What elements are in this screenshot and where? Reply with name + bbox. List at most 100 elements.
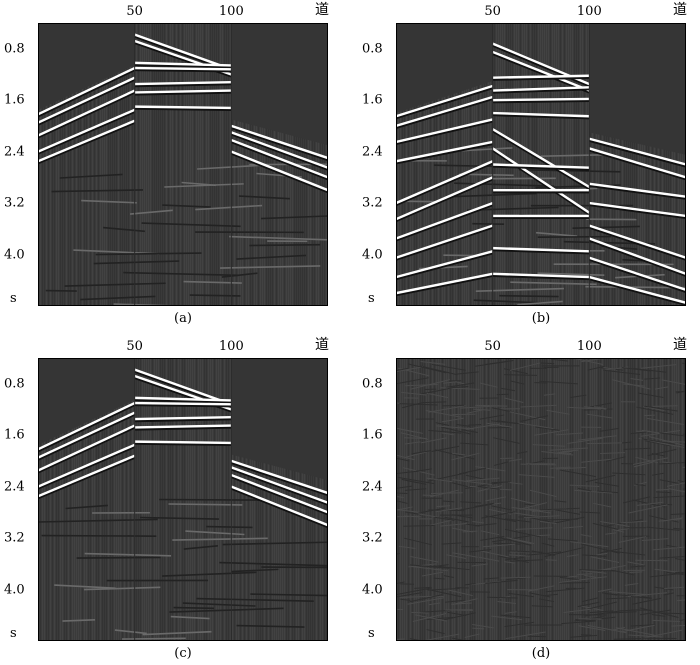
y-tick-label: 4.0	[362, 582, 383, 598]
x-tick-label: 100	[218, 339, 244, 354]
y-tick-label: 1.6	[362, 427, 383, 443]
pre-arrival-zone	[396, 23, 493, 114]
reflection-event	[230, 138, 328, 179]
x-tick-label: 50	[126, 339, 143, 354]
x-tick-label: 100	[576, 339, 602, 354]
reflection-event	[589, 137, 686, 166]
reflection-event	[38, 119, 136, 163]
seismic-plot	[396, 23, 686, 306]
reflection-event	[38, 89, 136, 137]
x-tick-label: 100	[576, 4, 602, 19]
reflection-event	[38, 454, 136, 498]
panel-caption: (c)	[174, 646, 192, 661]
pre-arrival-zone	[38, 23, 135, 110]
reflection-event	[589, 275, 686, 304]
seismic-gather-svg	[38, 23, 328, 306]
pre-arrival-zone	[38, 358, 135, 445]
reflection-event	[134, 80, 232, 86]
reflection-trough	[230, 141, 328, 181]
pre-arrival-zone	[231, 23, 328, 146]
reflection-event	[38, 401, 136, 451]
reflection-event	[38, 411, 136, 459]
y-tick-label: 4.0	[4, 247, 25, 263]
y-tick-label: 4.0	[362, 247, 383, 263]
y-tick-label: 0.8	[362, 41, 383, 57]
reflection-trough	[396, 86, 493, 120]
reflection-trough	[230, 476, 328, 516]
y-tick-label: 1.6	[4, 92, 25, 108]
reflection-event	[492, 74, 590, 79]
reflection-trough	[396, 178, 494, 223]
seismic-plot	[38, 358, 328, 641]
reflection-trough	[134, 107, 232, 111]
reflection-trough	[38, 69, 136, 118]
reflection-event	[134, 368, 232, 406]
reflection-trough	[134, 63, 232, 69]
seismic-plot	[396, 358, 686, 641]
x-axis-unit: 道	[315, 337, 329, 353]
reflection-event	[589, 201, 686, 218]
reflection-trough	[396, 142, 493, 165]
reflection-event	[134, 440, 232, 445]
y-tick-label: 3.2	[4, 530, 25, 546]
plot-frame	[38, 358, 328, 641]
reflection-event	[230, 150, 328, 192]
reflection-trough	[492, 113, 590, 120]
reflection-event	[230, 459, 328, 495]
weak-reflections	[45, 163, 328, 306]
reflection-trough	[134, 418, 232, 423]
reflection-event	[38, 443, 136, 488]
x-tick-label: 50	[484, 4, 501, 19]
y-tick-label: 0.8	[362, 376, 383, 392]
reflection-trough	[230, 126, 328, 162]
reflection-trough	[230, 133, 328, 171]
x-axis-unit: 道	[315, 2, 329, 18]
reflection-event	[230, 124, 328, 160]
reflection-event	[588, 147, 686, 179]
reflection-trough	[38, 121, 136, 165]
reflection-event	[396, 201, 494, 240]
reflection-trough	[492, 130, 590, 190]
reflection-event	[134, 66, 232, 71]
reflection-trough	[230, 468, 328, 506]
pre-arrival-zone	[231, 358, 328, 481]
reflection-trough	[396, 226, 494, 261]
reflection-event	[38, 76, 136, 124]
reflection-trough	[38, 110, 136, 155]
reflection-trough	[492, 274, 590, 281]
reflection-event	[38, 108, 136, 153]
reflection-event	[589, 182, 686, 198]
seismic-gather-svg	[396, 23, 686, 306]
reflection-trough	[589, 149, 686, 181]
reflection-trough	[492, 165, 590, 171]
reflection-event	[492, 163, 590, 169]
reflection-trough	[589, 184, 686, 200]
reflection-trough	[230, 487, 328, 529]
reflection-event	[492, 111, 590, 118]
reflection-trough	[589, 204, 686, 220]
reflection-event	[588, 256, 686, 292]
reflection-event	[396, 84, 494, 118]
reflection-event	[38, 424, 136, 472]
reflection-trough	[134, 398, 232, 404]
reflection-trough	[38, 426, 136, 474]
x-axis-unit: 道	[673, 2, 687, 18]
y-tick-label: 3.2	[362, 195, 383, 211]
reflection-trough	[492, 76, 590, 81]
reflection-trough	[588, 239, 686, 277]
reflection-event	[396, 118, 493, 144]
seismic-gather-svg	[396, 358, 686, 641]
reflection-trough	[492, 52, 590, 94]
reflection-event	[396, 95, 494, 128]
reflection-event	[134, 89, 232, 94]
x-tick-label: 100	[218, 4, 244, 19]
reflection-trough	[396, 162, 494, 207]
reflection-event	[396, 176, 494, 221]
reflection-event	[230, 466, 328, 504]
reflection-event	[396, 224, 494, 259]
y-axis-unit: s	[368, 291, 375, 306]
y-tick-label: 4.0	[4, 582, 25, 598]
reflection-trough	[38, 413, 136, 461]
reflection-event	[134, 105, 232, 110]
reflection-trough	[396, 252, 493, 281]
